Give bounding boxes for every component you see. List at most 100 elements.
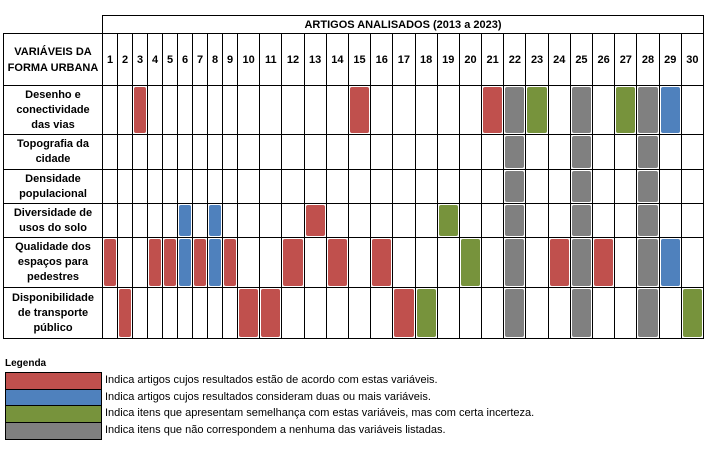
cell (222, 134, 238, 170)
column-header: 10 (237, 33, 261, 86)
row-label-line: público (33, 321, 73, 334)
cell (117, 134, 133, 170)
cell (259, 287, 283, 339)
row-label-line: das vias (31, 118, 75, 131)
cell-fill (571, 239, 592, 286)
row-label-line: Desenho e (25, 88, 81, 101)
column-header: 15 (347, 33, 372, 86)
cell (458, 134, 483, 170)
cell-fill (571, 136, 592, 168)
cell (636, 203, 660, 238)
cell (347, 85, 372, 135)
cell-fill (638, 239, 658, 286)
column-header: 8 (207, 33, 223, 86)
legend-swatch (5, 389, 102, 406)
corner-line: VARIÁVEIS DA (14, 45, 92, 58)
cell (237, 85, 261, 135)
column-header: 30 (680, 33, 704, 86)
cell (162, 134, 178, 170)
cell (303, 237, 327, 288)
cell (222, 169, 238, 204)
column-header: 7 (192, 33, 208, 86)
cell (503, 203, 527, 238)
cell (281, 169, 305, 204)
cell (117, 203, 133, 238)
cell (458, 85, 483, 135)
cell (237, 237, 261, 288)
row-label-line: de transporte (17, 306, 89, 319)
cell (414, 85, 438, 135)
cell (370, 203, 394, 238)
cell-fill (438, 205, 458, 236)
legend-text: Indica artigos cujos resultados consider… (105, 391, 431, 403)
cell-fill (134, 87, 146, 133)
cell (592, 169, 616, 204)
cell (102, 203, 118, 238)
cell (481, 134, 505, 170)
cell-fill (660, 239, 680, 286)
cell (569, 85, 594, 135)
cell-fill (261, 289, 281, 337)
cell (207, 203, 223, 238)
cell (259, 134, 283, 170)
cell (392, 85, 416, 135)
cell-fill (571, 87, 592, 133)
cell (222, 237, 238, 288)
cell (680, 237, 704, 288)
cell (414, 134, 438, 170)
cell (102, 237, 118, 288)
cell-fill (119, 289, 131, 337)
column-header: 25 (569, 33, 594, 86)
cell-fill (505, 239, 525, 286)
cell (237, 203, 261, 238)
cell (547, 287, 571, 339)
cell (636, 169, 660, 204)
cell (680, 203, 704, 238)
column-header: 16 (370, 33, 394, 86)
cell (207, 85, 223, 135)
cell-fill (571, 289, 592, 337)
cell (102, 169, 118, 204)
table-title: ARTIGOS ANALISADOS (2013 a 2023) (102, 15, 704, 34)
cell (658, 134, 682, 170)
cell (525, 203, 549, 238)
cell-fill (638, 87, 658, 133)
column-header: 6 (177, 33, 193, 86)
cell-fill (571, 171, 592, 202)
cell (325, 287, 349, 339)
cell (222, 287, 238, 339)
cell (132, 85, 148, 135)
cell-fill (164, 239, 176, 286)
cell-fill (416, 289, 436, 337)
cell (370, 169, 394, 204)
row-label: Disponibilidade de transporte público (3, 287, 103, 339)
cell-fill (594, 239, 614, 286)
cell (325, 237, 349, 288)
cell (525, 237, 549, 288)
column-header: 29 (658, 33, 682, 86)
cell (481, 169, 505, 204)
cell (177, 287, 193, 339)
cell (636, 287, 660, 339)
cell (392, 237, 416, 288)
cell (207, 237, 223, 288)
cell (132, 169, 148, 204)
cell (347, 134, 372, 170)
cell-fill (209, 205, 221, 236)
cell-fill (179, 239, 191, 286)
cell-fill (149, 239, 161, 286)
cell-fill (483, 87, 503, 133)
cell (192, 134, 208, 170)
cell (481, 203, 505, 238)
cell (503, 169, 527, 204)
column-header: 13 (303, 33, 327, 86)
cell (281, 134, 305, 170)
cell-fill (349, 87, 370, 133)
cell (547, 134, 571, 170)
cell (192, 169, 208, 204)
column-header: 2 (117, 33, 133, 86)
cell (392, 169, 416, 204)
legend-text: Indica itens que não correspondem a nenh… (105, 424, 446, 436)
cell (392, 203, 416, 238)
